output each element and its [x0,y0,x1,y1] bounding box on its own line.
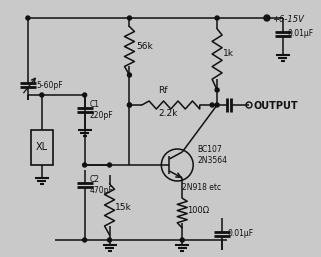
Circle shape [82,163,87,167]
Circle shape [127,103,132,107]
Text: 2.2k: 2.2k [158,109,178,118]
Circle shape [215,88,219,92]
Circle shape [82,93,87,97]
Circle shape [108,163,111,167]
Text: C1
220pF: C1 220pF [90,100,113,120]
Circle shape [127,103,132,107]
Text: XL: XL [36,142,48,152]
Text: 0.01μF: 0.01μF [288,30,314,39]
Circle shape [26,16,30,20]
Text: +6-15V: +6-15V [272,14,304,23]
Text: 15k: 15k [115,203,131,212]
Text: 2N918 etc: 2N918 etc [182,182,221,191]
Text: OUTPUT: OUTPUT [254,101,299,111]
Circle shape [215,103,219,107]
Text: BC107
2N3564: BC107 2N3564 [197,145,227,165]
Text: 56k: 56k [136,42,153,51]
Text: 100Ω: 100Ω [187,206,209,215]
Text: 1k: 1k [223,50,234,59]
Circle shape [108,238,111,242]
Circle shape [40,93,44,97]
FancyBboxPatch shape [31,130,53,165]
Text: C2
470pF: C2 470pF [90,175,114,195]
Circle shape [127,16,132,20]
Text: Rf: Rf [158,86,168,95]
Text: 0.01μF: 0.01μF [227,230,253,238]
Circle shape [265,16,269,20]
Circle shape [180,238,184,242]
Circle shape [215,16,219,20]
Circle shape [210,103,214,107]
Circle shape [82,238,87,242]
Circle shape [127,73,132,77]
Text: 5-60pF: 5-60pF [37,80,64,89]
